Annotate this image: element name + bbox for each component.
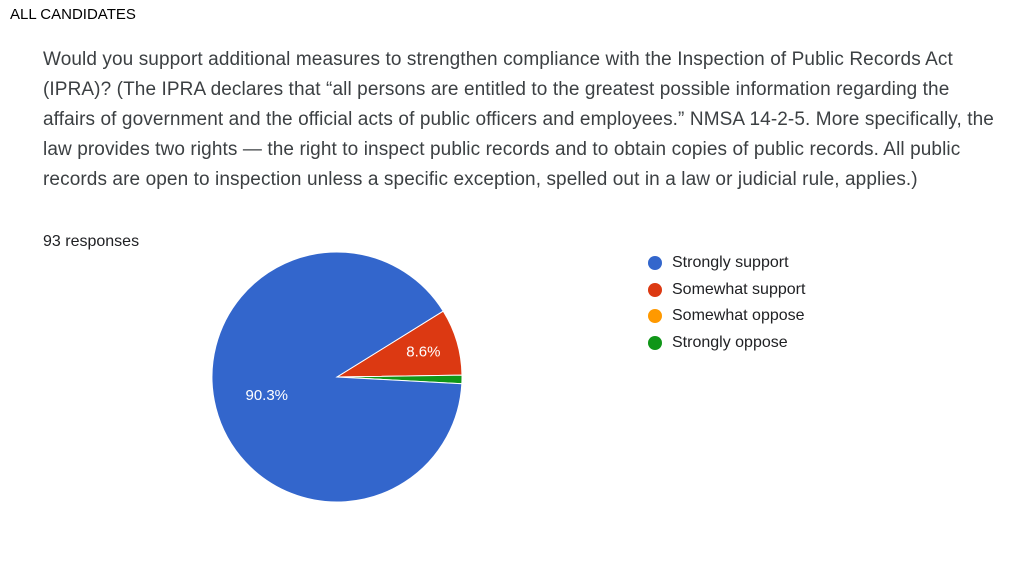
response-count: 93 responses bbox=[43, 233, 140, 250]
legend-label: Somewhat support bbox=[672, 280, 806, 298]
pie-data-label: 8.6% bbox=[406, 344, 440, 361]
legend-label: Strongly oppose bbox=[672, 333, 788, 351]
legend-swatch bbox=[648, 335, 662, 350]
legend-item: Somewhat oppose bbox=[648, 303, 805, 330]
question-text: Would you support additional measures to… bbox=[43, 49, 994, 190]
pie-slices bbox=[211, 251, 463, 503]
legend-swatch bbox=[648, 282, 662, 297]
legend-label: Somewhat oppose bbox=[672, 307, 805, 325]
legend-item: Strongly oppose bbox=[648, 330, 805, 357]
legend-label: Strongly support bbox=[672, 254, 789, 272]
pie-chart: 8.6% 90.3% bbox=[211, 251, 463, 503]
chart-legend: Strongly support Somewhat support Somewhat… bbox=[648, 250, 805, 356]
legend-item: Somewhat support bbox=[648, 277, 805, 304]
pie-slice-strongly-support bbox=[211, 251, 463, 503]
pie-labels: 8.6% 90.3% bbox=[245, 344, 440, 404]
legend-swatch bbox=[648, 309, 662, 324]
section-label: ALL CANDIDATES bbox=[10, 6, 136, 23]
legend-item: Strongly support bbox=[648, 250, 805, 277]
legend-swatch bbox=[648, 256, 662, 271]
pie-data-label: 90.3% bbox=[245, 387, 288, 404]
